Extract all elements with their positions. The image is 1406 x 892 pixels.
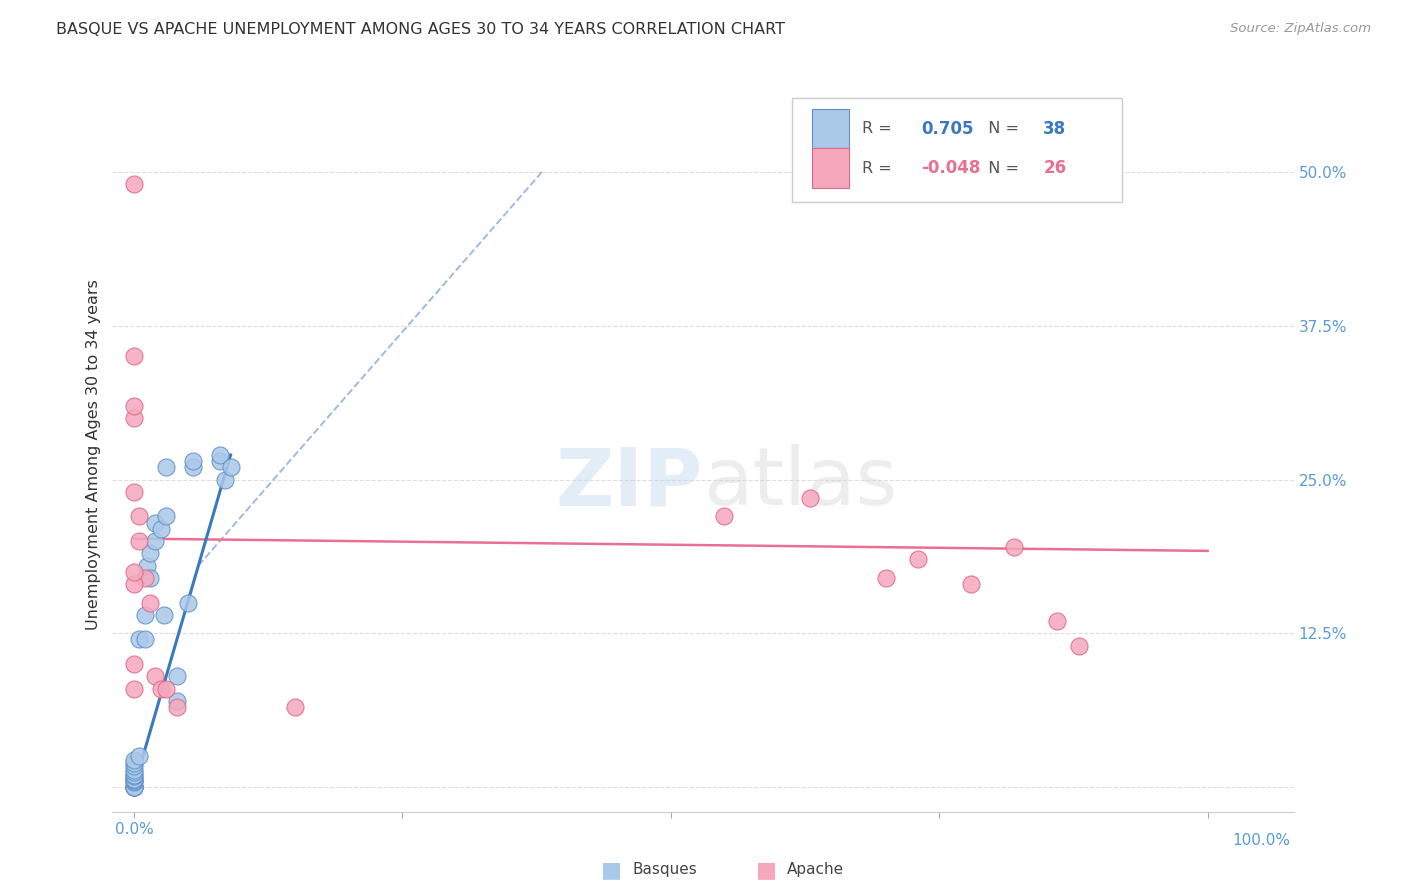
Point bbox=[875, 571, 897, 585]
Point bbox=[122, 178, 145, 192]
Point bbox=[155, 460, 177, 475]
Point bbox=[122, 775, 145, 789]
Point bbox=[208, 454, 231, 468]
Point bbox=[907, 552, 929, 566]
Point bbox=[122, 565, 145, 579]
Point bbox=[122, 350, 145, 364]
Text: -0.048: -0.048 bbox=[921, 159, 981, 177]
Point bbox=[134, 632, 156, 647]
Point bbox=[134, 607, 156, 622]
Point bbox=[122, 780, 145, 794]
Point bbox=[122, 769, 145, 783]
Point bbox=[208, 448, 231, 462]
Point bbox=[153, 607, 176, 622]
Point bbox=[128, 632, 150, 647]
Point bbox=[122, 763, 145, 777]
Text: ■: ■ bbox=[602, 860, 621, 880]
Point bbox=[128, 534, 150, 549]
Point bbox=[145, 516, 167, 530]
Text: Source: ZipAtlas.com: Source: ZipAtlas.com bbox=[1230, 22, 1371, 36]
Point bbox=[122, 577, 145, 591]
Point bbox=[155, 509, 177, 524]
FancyBboxPatch shape bbox=[811, 109, 849, 148]
Point bbox=[139, 571, 162, 585]
Point bbox=[122, 681, 145, 696]
Point bbox=[799, 491, 821, 505]
Point bbox=[122, 772, 145, 787]
Point bbox=[155, 681, 177, 696]
Point bbox=[1067, 639, 1090, 653]
Text: ■: ■ bbox=[756, 860, 776, 880]
Point bbox=[122, 411, 145, 425]
Point bbox=[128, 509, 150, 524]
FancyBboxPatch shape bbox=[792, 98, 1122, 202]
Text: N =: N = bbox=[979, 121, 1025, 136]
Point bbox=[181, 460, 204, 475]
Point bbox=[214, 473, 236, 487]
Text: R =: R = bbox=[862, 121, 897, 136]
Point bbox=[1002, 540, 1025, 554]
Point bbox=[219, 460, 242, 475]
Point bbox=[166, 669, 188, 683]
Point bbox=[181, 454, 204, 468]
Point bbox=[122, 780, 145, 794]
Text: atlas: atlas bbox=[703, 444, 897, 523]
Text: N =: N = bbox=[979, 161, 1025, 176]
Point bbox=[960, 577, 983, 591]
Point bbox=[122, 772, 145, 786]
Point bbox=[122, 484, 145, 499]
Point bbox=[145, 534, 167, 549]
Point bbox=[166, 694, 188, 708]
Point bbox=[139, 596, 162, 610]
Point bbox=[122, 657, 145, 671]
Y-axis label: Unemployment Among Ages 30 to 34 years: Unemployment Among Ages 30 to 34 years bbox=[86, 279, 101, 631]
Point bbox=[122, 768, 145, 782]
Text: 38: 38 bbox=[1043, 120, 1066, 137]
Point bbox=[128, 749, 150, 764]
Text: Apache: Apache bbox=[787, 863, 845, 877]
Point bbox=[134, 571, 156, 585]
Point bbox=[176, 596, 198, 610]
Point bbox=[139, 546, 162, 560]
Point bbox=[122, 780, 145, 794]
Text: 26: 26 bbox=[1043, 159, 1066, 177]
Point bbox=[122, 774, 145, 789]
Point bbox=[284, 700, 307, 714]
Point bbox=[122, 780, 145, 794]
Point bbox=[122, 780, 145, 794]
Point bbox=[135, 558, 157, 573]
Point bbox=[122, 399, 145, 413]
Text: 100.0%: 100.0% bbox=[1233, 833, 1291, 847]
Point bbox=[166, 700, 188, 714]
Point bbox=[145, 669, 167, 683]
FancyBboxPatch shape bbox=[811, 148, 849, 187]
Point bbox=[122, 756, 145, 770]
Point bbox=[122, 759, 145, 773]
Point bbox=[122, 753, 145, 767]
Text: BASQUE VS APACHE UNEMPLOYMENT AMONG AGES 30 TO 34 YEARS CORRELATION CHART: BASQUE VS APACHE UNEMPLOYMENT AMONG AGES… bbox=[56, 22, 785, 37]
Point bbox=[713, 509, 735, 524]
Point bbox=[122, 765, 145, 780]
Text: Basques: Basques bbox=[633, 863, 697, 877]
Text: ZIP: ZIP bbox=[555, 444, 703, 523]
Text: R =: R = bbox=[862, 161, 897, 176]
Point bbox=[149, 522, 172, 536]
Point bbox=[1046, 614, 1069, 628]
Point bbox=[149, 681, 172, 696]
Text: 0.705: 0.705 bbox=[921, 120, 974, 137]
